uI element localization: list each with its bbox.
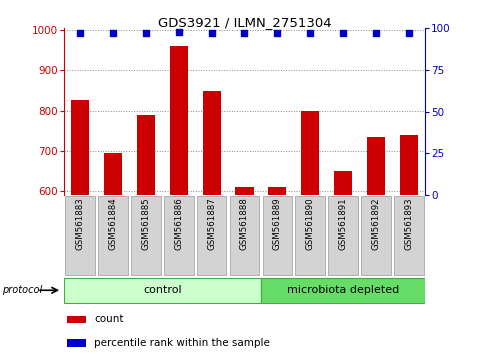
- FancyBboxPatch shape: [65, 195, 95, 275]
- FancyBboxPatch shape: [229, 195, 259, 275]
- Text: GSM561887: GSM561887: [207, 197, 216, 250]
- Bar: [268, 187, 286, 195]
- Text: GSM561883: GSM561883: [75, 197, 84, 250]
- Text: GSM561890: GSM561890: [305, 197, 314, 250]
- Text: GSM561886: GSM561886: [174, 197, 183, 250]
- FancyBboxPatch shape: [63, 278, 261, 303]
- Text: GSM561889: GSM561889: [272, 197, 281, 250]
- Text: GSM561885: GSM561885: [141, 197, 150, 250]
- Bar: [366, 137, 385, 195]
- Bar: [67, 316, 86, 323]
- Bar: [169, 46, 187, 195]
- Bar: [333, 171, 351, 195]
- Point: [273, 30, 281, 36]
- Text: GSM561893: GSM561893: [404, 197, 413, 250]
- Point: [142, 30, 149, 36]
- FancyBboxPatch shape: [361, 195, 390, 275]
- Bar: [399, 135, 417, 195]
- Point: [240, 30, 248, 36]
- Bar: [67, 339, 86, 347]
- FancyBboxPatch shape: [261, 278, 425, 303]
- Text: percentile rank within the sample: percentile rank within the sample: [94, 338, 270, 348]
- FancyBboxPatch shape: [98, 195, 127, 275]
- Bar: [202, 91, 220, 195]
- Bar: [103, 153, 122, 195]
- Bar: [137, 114, 155, 195]
- Point: [404, 30, 412, 36]
- FancyBboxPatch shape: [262, 195, 292, 275]
- Text: protocol: protocol: [2, 285, 42, 295]
- FancyBboxPatch shape: [163, 195, 193, 275]
- Point: [76, 30, 84, 36]
- Bar: [71, 101, 89, 195]
- Point: [306, 30, 314, 36]
- Bar: [301, 111, 319, 195]
- Point: [207, 30, 215, 36]
- Point: [339, 30, 346, 36]
- FancyBboxPatch shape: [328, 195, 357, 275]
- Text: GSM561892: GSM561892: [371, 197, 380, 250]
- Bar: [235, 188, 253, 195]
- Text: GSM561891: GSM561891: [338, 197, 347, 250]
- Point: [109, 30, 117, 36]
- Text: microbiota depleted: microbiota depleted: [286, 285, 399, 295]
- Text: count: count: [94, 314, 123, 324]
- Text: control: control: [142, 285, 181, 295]
- Point: [174, 29, 182, 34]
- FancyBboxPatch shape: [295, 195, 325, 275]
- Text: GSM561884: GSM561884: [108, 197, 117, 250]
- Point: [371, 30, 379, 36]
- FancyBboxPatch shape: [131, 195, 160, 275]
- Text: GSM561888: GSM561888: [240, 197, 248, 250]
- FancyBboxPatch shape: [393, 195, 423, 275]
- FancyBboxPatch shape: [196, 195, 226, 275]
- Text: GDS3921 / ILMN_2751304: GDS3921 / ILMN_2751304: [157, 16, 331, 29]
